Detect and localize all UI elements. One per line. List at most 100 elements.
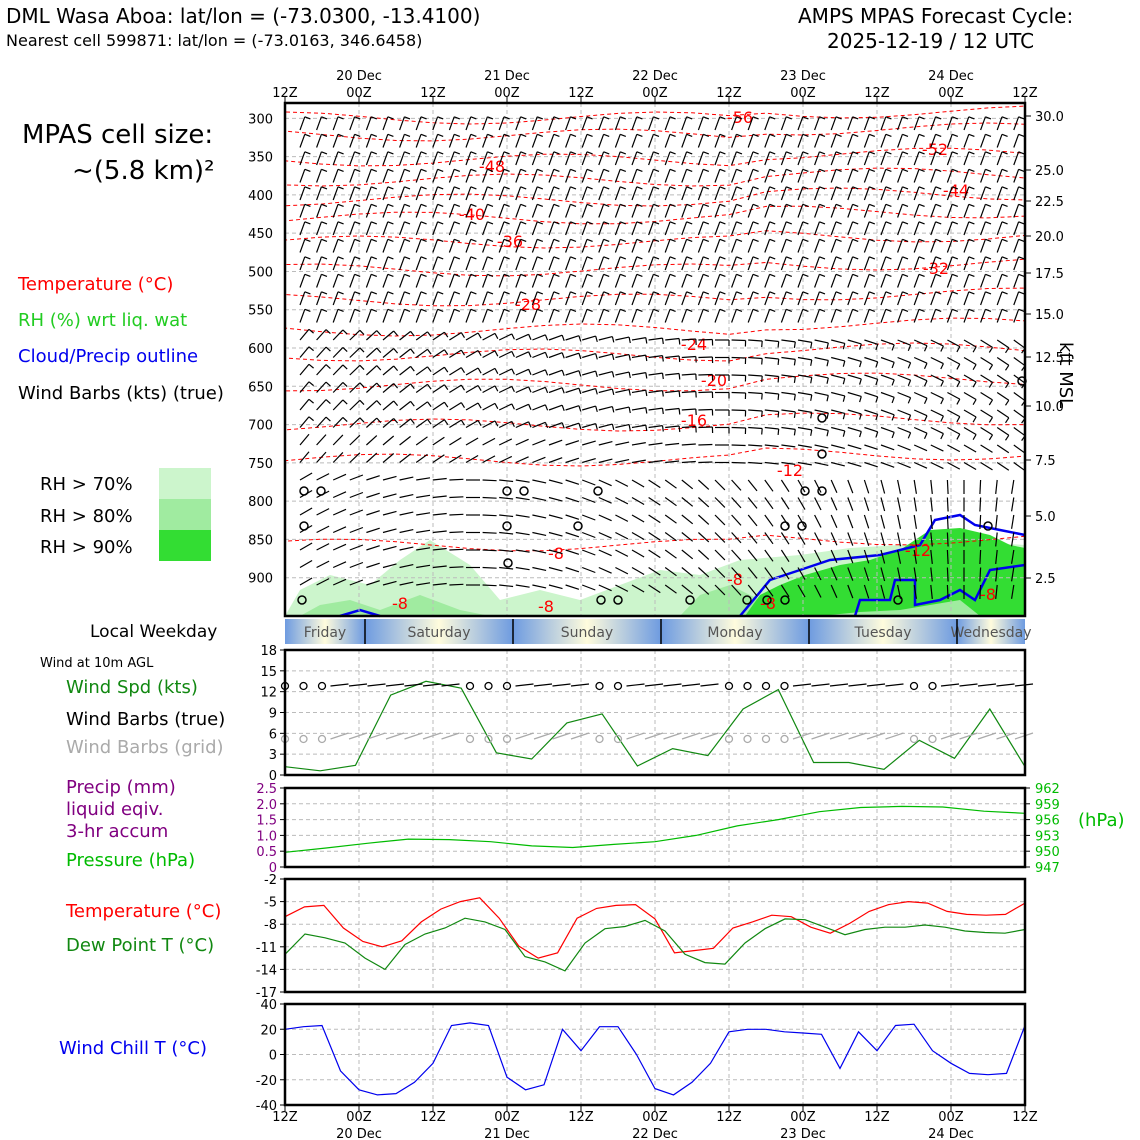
wind-barb-grid	[940, 732, 960, 740]
calm-circle	[800, 486, 810, 496]
wind-barb-flag	[393, 348, 399, 354]
wind-panel-ytick-label: 18	[260, 644, 277, 659]
wind-barb-flag	[410, 418, 415, 424]
wind-barb	[814, 461, 829, 466]
wind-barb	[930, 356, 944, 365]
wind-barb-grid	[681, 732, 701, 740]
wind-barb-flag	[736, 186, 743, 190]
wind-barb	[515, 309, 522, 323]
wind-barb	[299, 398, 310, 411]
wind-barb	[880, 584, 886, 599]
wind-barb	[697, 479, 710, 490]
wind-barb-flag	[494, 368, 499, 374]
wind-barb	[764, 221, 771, 236]
wind-barb-10m	[533, 683, 553, 687]
wind-barb-flag	[1001, 308, 1008, 312]
wind-barb-flag	[1018, 308, 1025, 312]
grid-calm-circle	[502, 734, 512, 744]
wind-barb-flag	[586, 238, 593, 242]
wind-barb	[880, 291, 887, 306]
wind-barb	[382, 400, 395, 411]
wind-barb	[399, 348, 411, 358]
wind-barb	[731, 116, 737, 131]
wind-barb	[399, 274, 405, 288]
wind-barb-flag	[951, 168, 959, 172]
wind-barb	[764, 134, 771, 148]
wind-barb	[515, 239, 522, 253]
wind-barb	[648, 549, 661, 559]
wind-barb	[432, 221, 439, 236]
wind-barb	[432, 186, 439, 201]
grid-calm-circle	[909, 734, 919, 744]
wind-barb-flag	[785, 203, 793, 207]
wind-barb	[1013, 239, 1020, 253]
wind-barb-flag	[619, 151, 627, 155]
wind-barb-flag	[1001, 221, 1008, 225]
wind-barb	[979, 479, 982, 495]
wind-barb	[714, 274, 721, 288]
wind-barb	[299, 416, 310, 428]
wind-barb-flag	[619, 186, 627, 190]
wind-barb	[930, 567, 933, 582]
wind-barb	[731, 291, 737, 306]
wind-barb-flag	[354, 238, 361, 242]
wind-barb	[449, 548, 464, 551]
wind-barb-flag	[802, 308, 809, 312]
wind-barb-flag	[308, 381, 314, 387]
wind-barb-flag	[304, 116, 311, 120]
wind-barb	[581, 584, 596, 591]
legend-wind-spd: Wind Spd (kts)	[66, 677, 198, 698]
wind-barb-flag	[420, 203, 427, 207]
wind-barb-flag	[470, 168, 477, 172]
wind-barb-flag	[669, 133, 676, 137]
wind-barb	[847, 274, 854, 288]
wind-barb-flag	[875, 431, 879, 438]
wind-barb	[448, 221, 455, 236]
wind-barb	[432, 454, 445, 463]
wind-barb	[565, 134, 571, 148]
wind-barb	[515, 204, 522, 218]
wind-barb	[531, 274, 538, 288]
wind-barb	[747, 116, 754, 131]
temperature-contour	[284, 412, 1026, 432]
wind-barb	[415, 134, 422, 148]
wind-barb	[913, 584, 917, 599]
wind-barb	[565, 479, 580, 485]
wind-barb	[797, 339, 812, 343]
wind-barb	[382, 348, 395, 358]
legend-dew: Dew Point T (°C)	[66, 935, 215, 956]
wind-barb-flag	[852, 221, 859, 225]
chill-panel-ytick-label: -40	[256, 1099, 277, 1114]
wind-barb	[332, 274, 339, 288]
wind-barb	[880, 239, 887, 253]
wind-barb	[681, 204, 688, 218]
wind-barb	[465, 419, 479, 429]
wind-barb	[365, 186, 372, 201]
wind-barb-10m	[441, 683, 460, 687]
wind-barb	[648, 566, 661, 576]
wind-barb-flag	[487, 203, 494, 207]
wind-barb	[465, 437, 479, 446]
wind-barb-flag	[956, 363, 961, 370]
wind-barb	[432, 349, 445, 358]
wind-barb-flag	[370, 116, 378, 120]
wind-barb	[332, 526, 347, 534]
temperature-contour	[284, 317, 1026, 337]
wind-barb-10m	[385, 683, 405, 687]
wind-barb	[781, 339, 796, 343]
wind-barb	[831, 409, 845, 414]
wind-barb	[416, 512, 431, 516]
wind-barb	[830, 584, 838, 599]
wind-barb-flag	[437, 168, 444, 172]
wind-barb-flag	[835, 291, 842, 295]
wind-barb-flag	[387, 151, 394, 155]
wind-barb	[930, 409, 944, 417]
wind-barb	[598, 204, 605, 218]
wind-barb	[365, 204, 372, 218]
temperature-contour	[284, 147, 1026, 167]
wind-barb-flag	[586, 186, 593, 190]
wind-barb-flag	[719, 203, 726, 207]
wind-barb	[482, 256, 488, 271]
wind-barb	[897, 339, 911, 346]
wind-barb-flag	[951, 273, 959, 277]
